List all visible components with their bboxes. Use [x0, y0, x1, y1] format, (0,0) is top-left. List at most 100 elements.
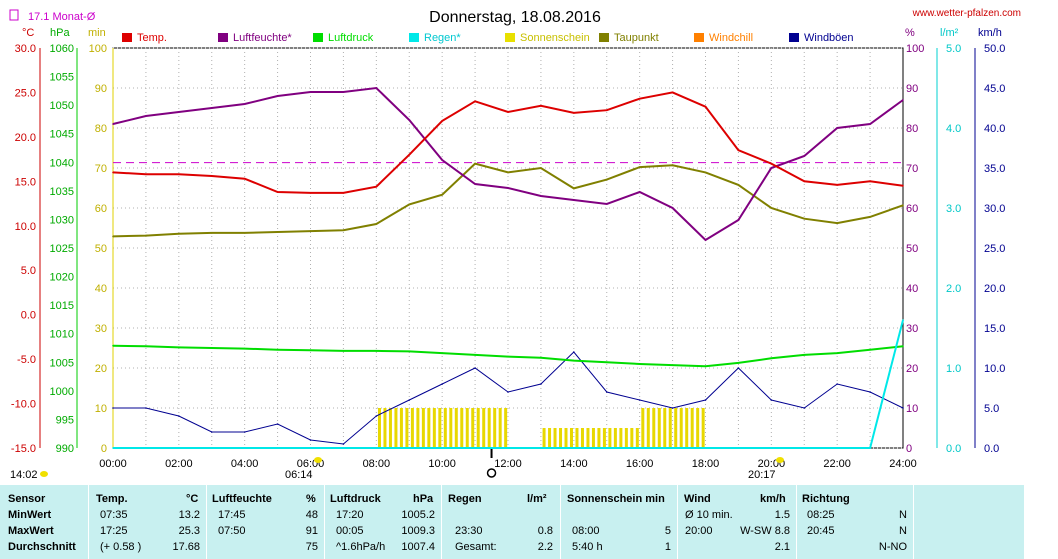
table-cell-wind-val: W-SW 8.8	[740, 525, 790, 537]
min-tick-label: 90	[95, 83, 107, 95]
data-point	[507, 447, 509, 449]
sunshine-bar	[460, 408, 464, 448]
data-point	[671, 164, 674, 167]
sunshine-bar	[580, 428, 584, 448]
pct-tick-label: 30	[906, 323, 918, 335]
rain-tick-label: 2.0	[946, 283, 961, 295]
data-point	[276, 191, 279, 193]
table-cell-temp-time: (+ 0.58 )	[100, 541, 142, 553]
data-point	[112, 344, 114, 347]
temp-tick-label: -10.0	[11, 399, 36, 411]
press-tick-label: 1055	[50, 72, 74, 84]
wind-tick-label: 30.0	[984, 203, 1005, 215]
data-point	[869, 123, 871, 125]
sunshine-bar	[663, 408, 667, 448]
data-point	[902, 407, 904, 409]
wind-tick-label: 10.0	[984, 363, 1005, 375]
data-point	[507, 355, 509, 358]
table-cell-temp-val: 13.2	[178, 509, 200, 521]
sunshine-bar	[383, 408, 387, 448]
legend-label: Luftfeuchte*	[233, 32, 292, 44]
data-point	[671, 91, 674, 94]
data-point	[375, 350, 378, 352]
temp-tick-label: -15.0	[11, 443, 36, 455]
table-cell-hum-val: 75	[305, 541, 318, 553]
data-point	[540, 356, 542, 359]
table-cell-rain-val: 0.8	[537, 525, 553, 537]
data-point	[178, 346, 180, 349]
pct-unit-label: %	[905, 27, 915, 39]
data-point	[408, 399, 411, 401]
data-point	[309, 91, 312, 93]
header-rain: Regen	[448, 493, 482, 505]
data-point	[441, 159, 443, 161]
data-point	[112, 171, 114, 174]
press-tick-label: 1000	[50, 386, 74, 398]
sunshine-bar	[421, 408, 425, 448]
sunshine-bar	[564, 428, 568, 448]
pct-tick-label: 70	[906, 163, 918, 175]
wind-tick-label: 0.0	[984, 443, 999, 455]
data-point	[836, 383, 838, 385]
data-point	[309, 439, 312, 441]
data-point	[638, 166, 641, 168]
data-point	[770, 167, 773, 169]
data-point	[902, 345, 904, 348]
table-cell-press-val: 1005.2	[401, 509, 435, 521]
press-tick-label: 1030	[50, 214, 74, 226]
sunshine-bar	[432, 408, 436, 448]
data-point	[408, 153, 411, 156]
press-tick-label: 1035	[50, 186, 74, 198]
table-cell-sun-time: 08:00	[572, 525, 600, 537]
min-tick-label: 30	[95, 323, 107, 335]
sunshine-bar	[427, 408, 431, 448]
data-point	[704, 171, 707, 174]
data-point	[573, 187, 575, 190]
table-cell-hum-val: 48	[305, 509, 318, 521]
legend-swatch	[599, 33, 609, 42]
table-cell-wind-time: Ø 10 min.	[685, 509, 733, 521]
legend-label: Luftdruck	[328, 32, 374, 44]
sunshine-bar	[630, 428, 634, 448]
data-point	[737, 219, 740, 221]
data-point	[573, 359, 575, 362]
data-point	[112, 235, 114, 238]
data-point	[638, 97, 641, 100]
min-tick-label: 100	[89, 43, 107, 55]
stats-table: Sensor Temp. °C Luftfeuchte % Luftdruck …	[0, 485, 1024, 559]
data-point	[770, 162, 773, 165]
data-point	[671, 407, 674, 409]
press-tick-label: 1015	[50, 300, 74, 312]
data-point	[309, 192, 312, 194]
sunshine-bar	[476, 408, 480, 448]
data-point	[112, 123, 114, 125]
pct-tick-label: 20	[906, 363, 918, 375]
data-point	[704, 365, 707, 368]
min-tick-label: 80	[95, 123, 107, 135]
temp-tick-label: 0.0	[21, 310, 36, 322]
table-cell-press-time: 17:20	[336, 509, 364, 521]
table-cell-temp-time: 17:25	[100, 525, 128, 537]
header-pressure: Luftdruck	[330, 493, 381, 505]
sunshine-bar	[641, 408, 645, 448]
sunshine-bar	[388, 408, 392, 448]
min-tick-label: 60	[95, 203, 107, 215]
wind-tick-label: 40.0	[984, 123, 1005, 135]
sunset-label: 20:17	[748, 469, 776, 481]
wind-tick-label: 35.0	[984, 163, 1005, 175]
rain-tick-label: 0.0	[946, 443, 961, 455]
data-point	[276, 348, 279, 351]
data-point	[178, 173, 180, 176]
sunshine-bar	[685, 408, 689, 448]
sunshine-bar	[493, 408, 497, 448]
min-unit-label: min	[88, 27, 106, 39]
min-tick-label: 20	[95, 363, 107, 375]
table-cell-sun-val: 1	[664, 541, 671, 553]
sunshine-bar	[591, 428, 595, 448]
sunshine-bar	[454, 408, 458, 448]
press-tick-label: 1060	[50, 43, 74, 55]
data-point	[342, 192, 345, 194]
data-point	[145, 407, 147, 409]
data-point	[507, 111, 509, 113]
moon-label: 14:02	[10, 469, 38, 481]
